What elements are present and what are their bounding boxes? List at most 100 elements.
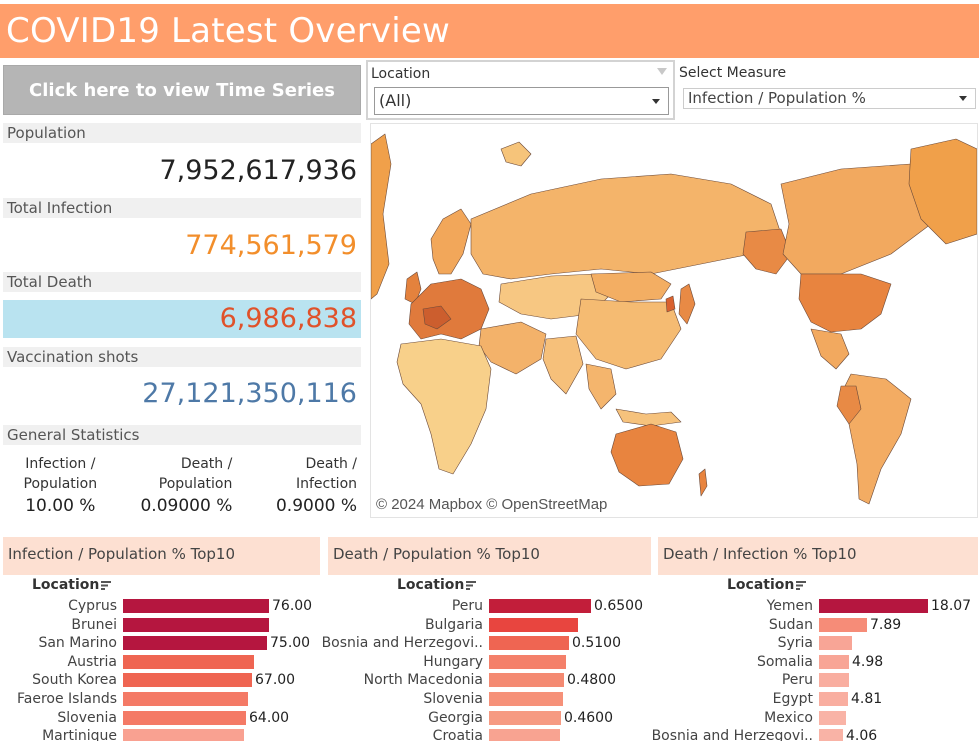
bar-category-label: Peru <box>451 598 483 614</box>
bar-value-label: 0.6500 <box>594 598 643 614</box>
bar[interactable] <box>819 710 846 725</box>
bar-category-label: South Korea <box>32 672 117 689</box>
measure-select-value: Infection / Population % <box>688 89 866 107</box>
location-select-value: (All) <box>379 91 412 110</box>
select-measure-title: Select Measure <box>679 65 787 81</box>
bar-value-label: 7.89 <box>870 616 902 633</box>
bar-value-label: 76.00 <box>272 598 313 614</box>
bar-category-label: Syria <box>777 635 813 652</box>
sort-icon[interactable] <box>796 580 807 590</box>
bar-category-label: North Macedonia <box>363 672 483 689</box>
bar-category-label: Mexico <box>764 709 813 726</box>
bar-category-label: Slovenia <box>57 709 117 726</box>
bar-category-label: Brunei <box>71 616 117 633</box>
bar-category-label: Faeroe Islands <box>17 691 117 707</box>
chevron-down-icon <box>959 96 967 101</box>
total-death-value[interactable]: 6,986,838 <box>3 300 361 338</box>
bar-category-label: Bosnia and Herzegovi.. <box>651 728 813 741</box>
vaccination-value: 27,121,350,116 <box>142 378 357 409</box>
death-population-label-1: Death / <box>180 456 233 472</box>
bar-value-label: 0.5100 <box>572 635 621 652</box>
total-infection-label: Total Infection <box>3 198 361 218</box>
bar-category-label: Austria <box>67 653 117 670</box>
bar-value-label: 4.06 <box>846 728 878 741</box>
filter-funnel-icon[interactable] <box>657 68 667 75</box>
location-filter-title: Location <box>371 66 431 82</box>
bar[interactable] <box>489 710 561 725</box>
map-attribution: © 2024 Mapbox © OpenStreetMap <box>376 496 608 513</box>
infection-population-top10-title: Infection / Population % Top10 <box>3 537 320 575</box>
measure-select[interactable]: Infection / Population % <box>683 88 976 109</box>
location-column-header[interactable]: Location <box>32 577 112 593</box>
bar-category-label: Hungary <box>423 653 483 670</box>
sort-icon[interactable] <box>466 580 477 590</box>
location-header-label: Location <box>32 577 100 593</box>
bar[interactable] <box>123 617 269 632</box>
bar[interactable] <box>123 710 246 725</box>
bar-value-label: 67.00 <box>255 672 296 689</box>
bar[interactable] <box>489 692 563 706</box>
sort-icon[interactable] <box>101 580 112 590</box>
world-map[interactable]: © 2024 Mapbox © OpenStreetMap <box>370 123 978 518</box>
bar[interactable] <box>489 673 564 688</box>
bar-category-label: Somalia <box>756 653 813 670</box>
infection-population-value: 10.00 % <box>25 496 96 516</box>
bar-category-label: Martinique <box>42 728 117 741</box>
page-title: COVID19 Latest Overview <box>6 11 450 51</box>
bar[interactable] <box>123 654 254 669</box>
bar[interactable] <box>819 673 849 688</box>
death-infection-top10-title: Death / Infection % Top10 <box>658 537 978 575</box>
death-population-label-2: Population <box>158 476 233 492</box>
world-map-graphic[interactable] <box>371 124 977 517</box>
death-infection-label-2: Infection <box>295 476 358 492</box>
bar-category-label: Bulgaria <box>424 616 483 633</box>
total-death-label: Total Death <box>3 272 361 292</box>
location-select[interactable]: (All) <box>374 87 669 115</box>
bar[interactable] <box>123 599 269 613</box>
bar[interactable] <box>123 692 248 706</box>
bar[interactable] <box>819 617 867 632</box>
bar-value-label: 18.07 <box>931 598 972 614</box>
infection-population-stat: Infection / Population 10.00 % <box>3 454 118 518</box>
location-filter: Location (All) <box>366 60 675 120</box>
death-infection-value: 0.9000 % <box>275 496 358 516</box>
general-statistics-row: Infection / Population 10.00 % Death / P… <box>3 454 361 518</box>
bar[interactable] <box>489 654 566 669</box>
bar-value-label: 0.4800 <box>567 672 616 689</box>
bar[interactable] <box>489 636 569 651</box>
bar-category-label: San Marino <box>38 635 117 652</box>
death-population-stat: Death / Population 0.09000 % <box>118 454 243 518</box>
bar[interactable] <box>489 599 591 613</box>
bar-category-label: Bosnia and Herzegovi.. <box>321 635 483 652</box>
bar-category-label: Croatia <box>432 728 483 741</box>
bar[interactable] <box>489 729 560 741</box>
bar[interactable] <box>489 617 578 632</box>
bar[interactable] <box>819 636 852 651</box>
bar[interactable] <box>819 654 849 669</box>
bar[interactable] <box>819 599 928 613</box>
infection-population-label-2: Population <box>23 476 98 492</box>
bar-value-label: 64.00 <box>249 709 290 726</box>
location-column-header[interactable]: Location <box>397 577 477 593</box>
location-header-label: Location <box>397 577 465 593</box>
bar[interactable] <box>123 729 244 741</box>
view-time-series-button[interactable]: Click here to view Time Series <box>3 65 361 115</box>
total-infection-value: 774,561,579 <box>185 230 357 261</box>
bar-category-label: Georgia <box>428 709 483 726</box>
death-population-top10-title: Death / Population % Top10 <box>328 537 651 575</box>
bar[interactable] <box>819 729 843 741</box>
bar[interactable] <box>123 636 267 651</box>
bar-category-label: Peru <box>781 672 813 689</box>
location-header-label: Location <box>727 577 795 593</box>
bar-value-label: 4.98 <box>852 653 884 670</box>
death-population-value: 0.09000 % <box>140 496 233 516</box>
bar[interactable] <box>123 673 252 688</box>
location-column-header[interactable]: Location <box>727 577 807 593</box>
bar-category-label: Slovenia <box>423 691 483 707</box>
dashboard-header: COVID19 Latest Overview <box>0 0 979 58</box>
bar-category-label: Cyprus <box>68 598 117 614</box>
general-statistics-label: General Statistics <box>3 425 361 445</box>
population-value: 7,952,617,936 <box>159 155 357 186</box>
bar[interactable] <box>819 692 848 706</box>
death-infection-label-1: Death / <box>305 456 358 472</box>
